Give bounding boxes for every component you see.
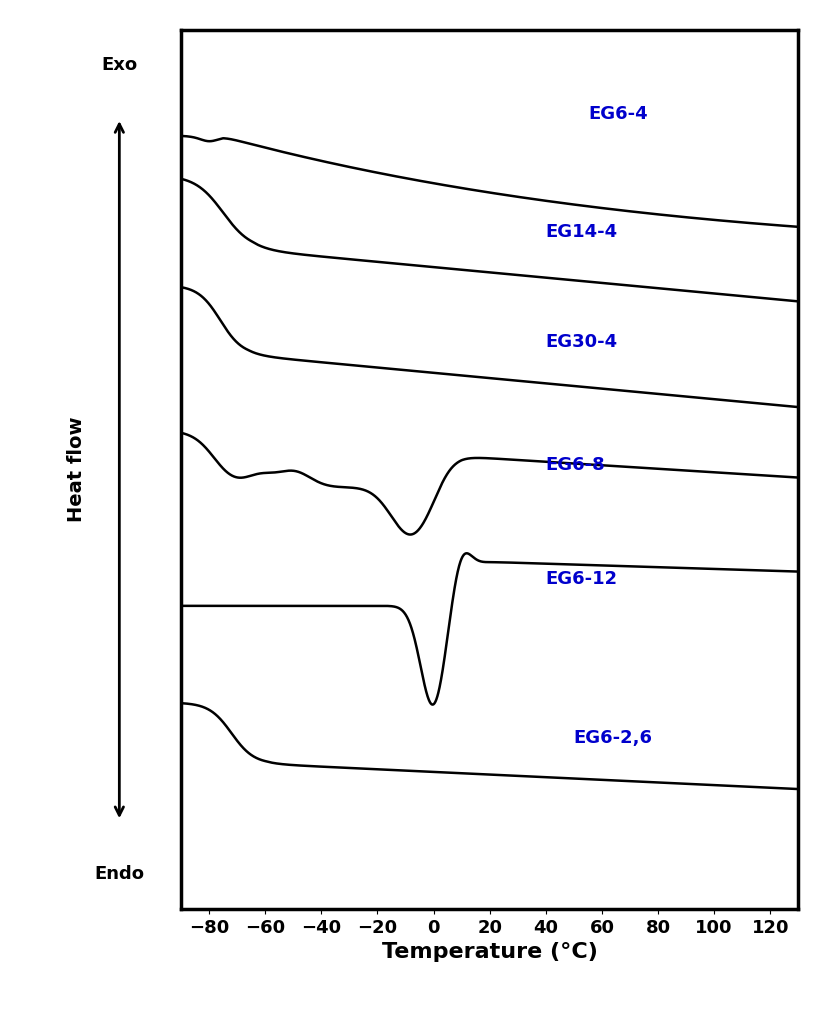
Text: EG6-2,6: EG6-2,6 (574, 728, 653, 746)
Text: EG14-4: EG14-4 (546, 223, 618, 241)
Text: Exo: Exo (101, 57, 137, 75)
Text: EG6-12: EG6-12 (546, 571, 618, 589)
Text: Heat flow: Heat flow (67, 417, 86, 522)
Text: EG6-4: EG6-4 (588, 105, 648, 123)
Text: EG30-4: EG30-4 (546, 333, 618, 351)
X-axis label: Temperature (°C): Temperature (°C) (382, 942, 597, 963)
Text: EG6-8: EG6-8 (546, 457, 606, 475)
Text: Endo: Endo (95, 865, 144, 883)
